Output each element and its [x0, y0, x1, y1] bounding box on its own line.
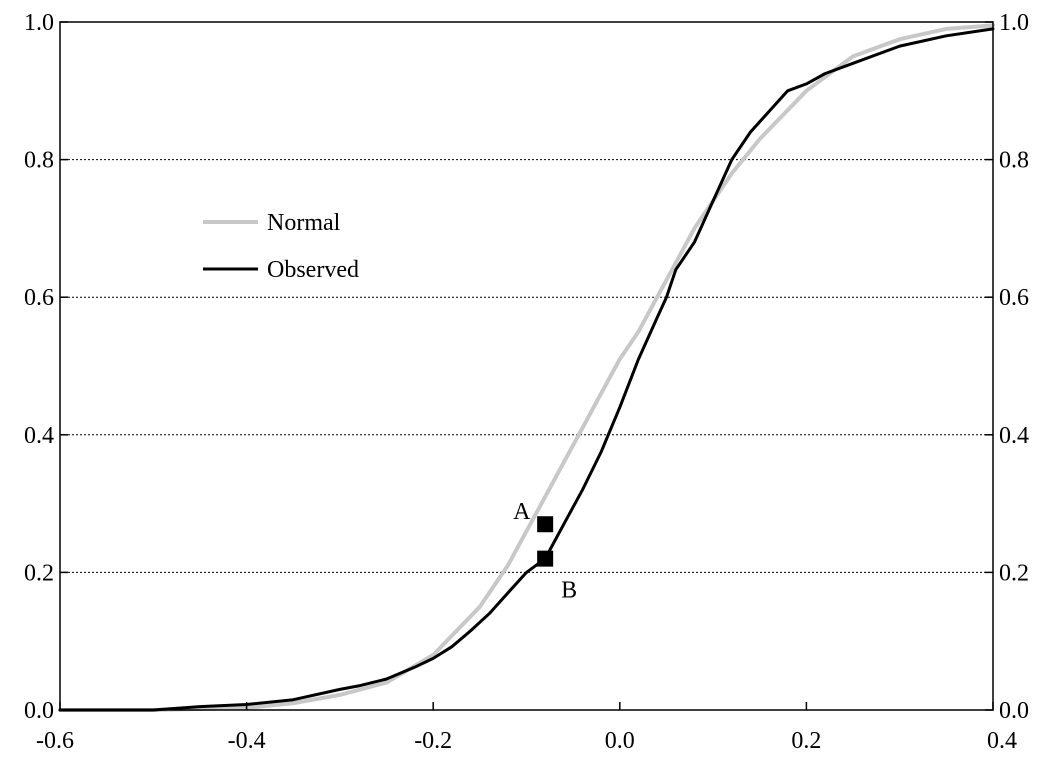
- plot-frame: [59, 21, 994, 711]
- legend: Normal Observed: [203, 210, 359, 283]
- y-tick-label-right: 0.0: [999, 698, 1029, 724]
- marker-label-b: B: [561, 578, 577, 604]
- x-tick-label: -0.6: [36, 728, 74, 754]
- grid-lines: [60, 159, 993, 573]
- x-tick-label: 0.2: [791, 728, 821, 754]
- series-line-normal: [58, 23, 995, 712]
- x-tick-label: -0.4: [228, 728, 266, 754]
- y-tick-label-right: 1.0: [999, 10, 1029, 36]
- series-lines: [58, 23, 995, 712]
- y-tick-label-left: 0.4: [24, 423, 54, 449]
- y-tick-label-left: 0.2: [24, 560, 54, 586]
- y-tick-label-right: 0.8: [999, 148, 1029, 174]
- series-line-observed: [58, 27, 995, 712]
- x-tick-label: 0.0: [605, 728, 635, 754]
- y-tick-label-left: 0.8: [24, 148, 54, 174]
- marker-a: [537, 516, 554, 533]
- legend-label-normal: Normal: [267, 210, 341, 236]
- x-tick-label: -0.2: [414, 728, 452, 754]
- marker-b: [537, 550, 554, 567]
- y-tick-label-right: 0.6: [999, 285, 1029, 311]
- legend-label-observed: Observed: [267, 257, 359, 283]
- y-tick-label-left: 1.0: [24, 10, 54, 36]
- y-tick-label-left: 0.6: [24, 285, 54, 311]
- axis-ticks: 0.0 0.0 0.2 0.2 0.4 0.4 0.6 0.6 0.8 0.8 1.0 1.0 -0.6…: [24, 10, 1029, 754]
- marker-label-a: A: [513, 499, 531, 525]
- y-tick-label-right: 0.2: [999, 560, 1029, 586]
- point-markers: AB: [513, 499, 577, 603]
- y-tick-label-left: 0.0: [24, 698, 54, 724]
- x-tick-label: 0.4: [987, 728, 1017, 754]
- y-tick-label-right: 0.4: [999, 423, 1029, 449]
